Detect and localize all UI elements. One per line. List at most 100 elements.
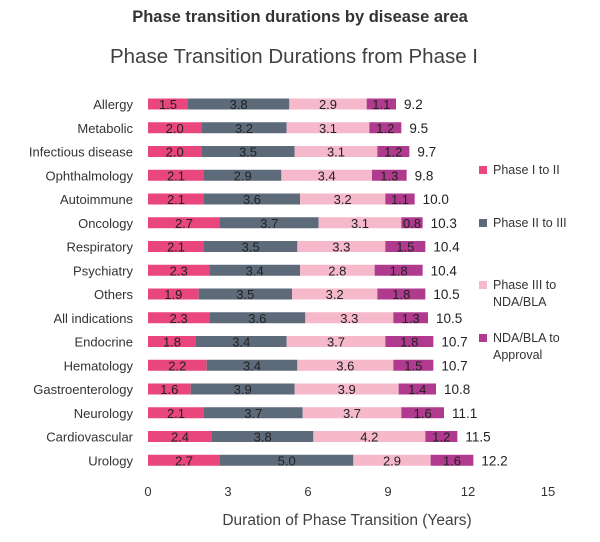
bar-segment [401, 407, 444, 419]
data-label: 3.6 [243, 192, 261, 207]
data-label: 1.9 [164, 287, 182, 302]
legend-label: Phase III to NDA/BLA [493, 278, 556, 309]
x-tick-label: 6 [304, 484, 311, 499]
x-tick-label: 15 [541, 484, 555, 499]
bar-segment [148, 122, 202, 134]
bar-segment [148, 264, 210, 276]
legend-label: Phase II to III [493, 216, 567, 230]
legend-label: Phase I to II [493, 163, 560, 177]
data-label: 4.2 [360, 430, 378, 445]
total-label: 9.8 [415, 168, 434, 183]
bar-segment [148, 288, 199, 300]
bar-segment [201, 146, 295, 157]
data-label: 1.6 [443, 453, 461, 468]
data-label: 3.5 [236, 287, 254, 302]
bar-segment [377, 146, 410, 157]
bar-segment [425, 431, 458, 442]
bar-segment [196, 336, 287, 347]
total-label: 11.5 [465, 430, 490, 445]
data-label: 3.1 [319, 121, 337, 136]
bar-segment [212, 431, 314, 442]
category-label: Allergy [93, 97, 133, 112]
bar-segment [148, 454, 220, 466]
data-label: 1.5 [396, 240, 414, 255]
x-tick-label: 0 [144, 484, 151, 499]
legend-label: NDA/BLA to Approval [493, 331, 560, 362]
bar-segment [281, 169, 372, 181]
data-label: 2.3 [170, 311, 188, 326]
bar-segment [385, 241, 426, 252]
data-label: 3.2 [326, 287, 344, 302]
data-label: 2.9 [234, 168, 252, 183]
data-label: 1.8 [392, 287, 410, 302]
total-label: 10.7 [441, 358, 467, 373]
bar-segment [401, 217, 423, 229]
data-label: 3.1 [327, 145, 345, 160]
total-label: 9.5 [409, 121, 428, 136]
category-label: Hematology [64, 358, 134, 373]
bar-segment [148, 431, 212, 442]
category-label: Others [94, 287, 134, 302]
bar-segment [204, 407, 303, 419]
data-label: 2.1 [167, 240, 185, 255]
data-label: 1.6 [414, 406, 432, 421]
category-label: Endocrine [74, 335, 133, 350]
data-label: 3.7 [244, 406, 262, 421]
data-label: 3.6 [248, 311, 266, 326]
data-label: 2.9 [383, 453, 401, 468]
data-label: 1.5 [159, 97, 177, 112]
bar-segment [198, 288, 292, 300]
figure-supertitle: Phase transition durations by disease ar… [132, 8, 468, 26]
category-label: Urology [88, 453, 133, 468]
category-label: Neurology [74, 406, 134, 421]
data-label: 1.2 [384, 145, 402, 160]
data-label: 2.1 [167, 406, 185, 421]
bar-segment [372, 169, 407, 181]
bar-segment [353, 454, 431, 466]
total-label: 10.4 [433, 240, 460, 255]
data-label: 1.6 [160, 382, 178, 397]
bar-segment [148, 359, 207, 371]
bar-segment [209, 264, 300, 276]
bar-segment [297, 359, 394, 371]
data-label: 3.3 [340, 311, 358, 326]
data-label: 3.1 [351, 216, 369, 231]
bar-segment [209, 312, 306, 324]
data-label: 1.3 [380, 168, 398, 183]
bar-segment [286, 336, 386, 347]
data-label: 1.2 [376, 121, 394, 136]
bar-segment [366, 98, 396, 110]
data-label: 3.7 [260, 216, 278, 231]
data-label: 2.0 [166, 121, 184, 136]
bar-segment [148, 312, 210, 324]
data-label: 3.8 [230, 97, 248, 112]
bar-segment [148, 407, 204, 419]
bar-segment [294, 146, 378, 157]
bar-segment [318, 217, 402, 229]
category-label: Cardiovascular [46, 430, 133, 445]
bar-segment [369, 122, 402, 134]
category-label: Oncology [78, 216, 133, 231]
data-label: 1.8 [390, 263, 408, 278]
data-label: 2.1 [167, 168, 185, 183]
legend-swatch [479, 334, 487, 342]
data-label: 3.8 [254, 430, 272, 445]
bar-segment [286, 122, 370, 134]
data-label: 2.9 [319, 97, 337, 112]
category-label: All indications [54, 311, 134, 326]
bar-segment [148, 241, 204, 252]
x-tick-label: 9 [384, 484, 391, 499]
data-label: 2.2 [168, 358, 186, 373]
data-label: 1.8 [400, 335, 418, 350]
total-label: 10.0 [423, 192, 449, 207]
data-label: 2.3 [170, 263, 188, 278]
total-label: 10.3 [431, 216, 457, 231]
bar-segment [220, 217, 319, 229]
bar-segment [385, 336, 434, 347]
data-label: 1.8 [163, 335, 181, 350]
bar-segment [294, 383, 399, 395]
bar-segment [148, 169, 204, 181]
data-label: 3.9 [338, 382, 356, 397]
total-label: 10.5 [436, 311, 462, 326]
bar-segment [148, 383, 191, 395]
